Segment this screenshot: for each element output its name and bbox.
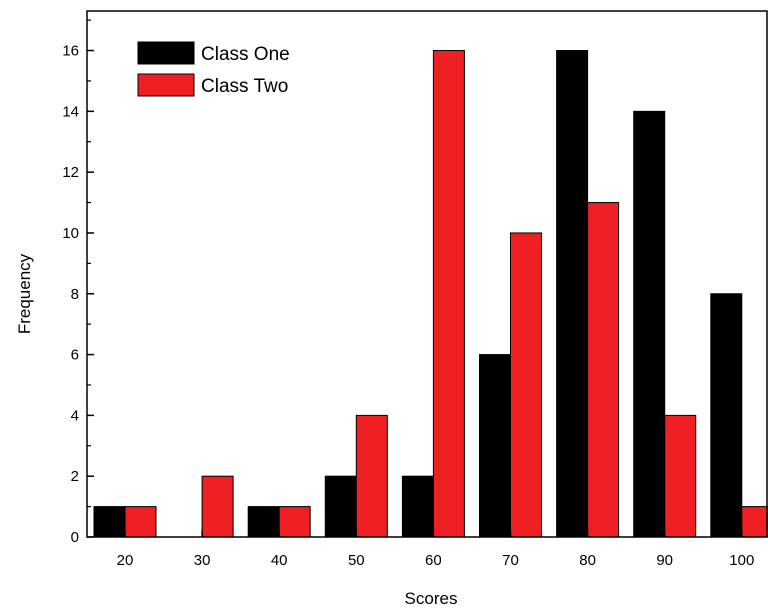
y-tick-label: 12 xyxy=(62,164,79,181)
bar-class-two-80 xyxy=(587,202,620,538)
y-tick-label: 2 xyxy=(71,468,79,485)
bar-class-two-70 xyxy=(510,232,542,538)
bar-class-one-90 xyxy=(633,110,666,538)
bars-group xyxy=(93,50,768,538)
x-tick-label: 50 xyxy=(348,552,365,569)
legend-label: Class Two xyxy=(201,76,288,97)
legend-swatch-class-two xyxy=(137,73,195,97)
bar-class-two-60 xyxy=(432,50,465,538)
x-tick-label: 100 xyxy=(729,552,754,569)
x-tick-label: 40 xyxy=(271,552,288,569)
y-tick-label: 10 xyxy=(62,225,79,242)
x-tick-label: 30 xyxy=(194,552,211,569)
y-axis-label: Frequency xyxy=(15,253,34,334)
plot-frame xyxy=(86,10,768,538)
legend-swatch-class-one xyxy=(137,41,195,65)
legend: Class One Class Two xyxy=(137,41,290,97)
bar-class-two-40 xyxy=(278,506,311,538)
y-axis: 0 2 4 6 8 10 12 14 16 xyxy=(62,19,94,546)
bar-class-one-80 xyxy=(556,50,589,538)
y-tick-label: 4 xyxy=(71,407,79,424)
bar-class-two-100 xyxy=(741,506,768,538)
y-tick-label: 8 xyxy=(71,286,79,303)
bar-class-one-70 xyxy=(479,354,511,538)
legend-label: Class One xyxy=(201,44,290,65)
x-axis-label: Scores xyxy=(405,589,458,608)
x-tick-label: 70 xyxy=(502,552,519,569)
bar-class-two-90 xyxy=(664,414,697,538)
x-tick-label: 20 xyxy=(117,552,134,569)
bar-class-one-50 xyxy=(324,475,357,538)
bar-class-two-50 xyxy=(355,414,388,538)
x-axis: 20 30 40 50 60 70 80 90 100 xyxy=(117,530,754,569)
bar-class-two-30 xyxy=(201,475,234,538)
y-tick-label: 16 xyxy=(62,43,79,60)
bar-class-one-100 xyxy=(710,293,743,538)
y-tick-label: 14 xyxy=(62,103,79,120)
y-tick-label: 6 xyxy=(71,347,79,364)
y-tick-label: 0 xyxy=(71,529,79,546)
x-tick-label: 90 xyxy=(656,552,673,569)
bar-class-one-20 xyxy=(93,506,126,538)
x-tick-label: 60 xyxy=(425,552,442,569)
bar-class-one-40 xyxy=(247,506,280,538)
x-tick-label: 80 xyxy=(579,552,596,569)
bar-class-one-60 xyxy=(401,475,434,538)
bar-class-two-20 xyxy=(124,506,157,538)
